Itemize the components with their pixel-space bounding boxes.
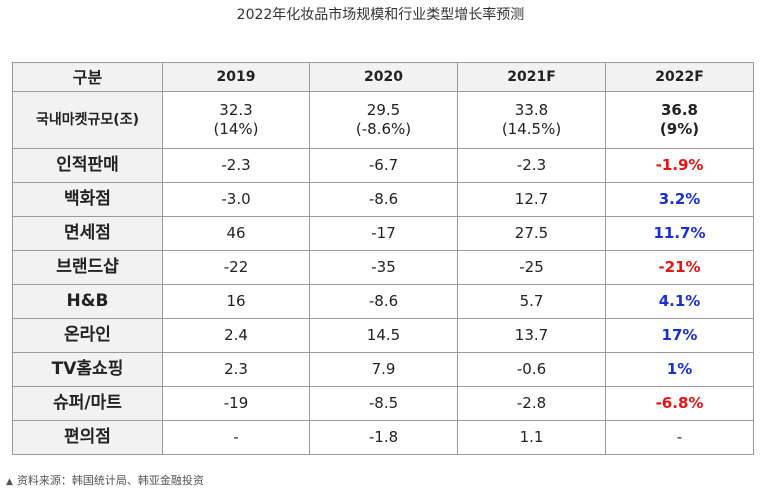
market-growth: (14.5%): [501, 120, 562, 138]
column-header-2021f: 2021F: [457, 62, 606, 92]
row-label: H&B: [12, 284, 163, 319]
cell-v2019: -3.0: [162, 182, 310, 217]
market-cell-2021f: 33.8 (14.5%): [457, 91, 606, 149]
page-title: 2022年化妆品市场规模和行业类型增长率预测: [236, 7, 525, 23]
cell-v2019: 46: [162, 216, 310, 251]
cell-v2021: 12.7: [457, 182, 606, 217]
market-value: 36.8: [660, 101, 698, 119]
source-note: ▲ 资料来源：韩国统计局、韩亚金融投资: [6, 472, 204, 488]
cell-v2020: -8.6: [309, 284, 458, 319]
row-label: 백화점: [12, 182, 163, 217]
cell-v2021: -25: [457, 250, 606, 285]
market-cell-2022f: 36.8 (9%): [605, 91, 754, 149]
cell-v2020: -1.8: [309, 420, 458, 455]
market-growth: (14%): [213, 120, 259, 138]
cell-v2022: -: [605, 420, 754, 455]
column-header-2019: 2019: [162, 62, 310, 92]
cell-v2022: 3.2%: [605, 182, 754, 217]
row-label: 인적판매: [12, 148, 163, 183]
cell-v2019: -2.3: [162, 148, 310, 183]
cell-v2019: 16: [162, 284, 310, 319]
market-cell-2020: 29.5 (-8.6%): [309, 91, 458, 149]
cell-v2021: 27.5: [457, 216, 606, 251]
market-value: 32.3: [219, 101, 253, 119]
table-row: TV홈쇼핑 2.3 7.9 -0.6 1%: [12, 352, 754, 387]
cell-v2021: 1.1: [457, 420, 606, 455]
cell-v2022: 1%: [605, 352, 754, 387]
column-header-2020: 2020: [309, 62, 458, 92]
cell-v2022: -21%: [605, 250, 754, 285]
table-row: 편의점 - -1.8 1.1-: [12, 420, 754, 455]
cell-v2019: 2.4: [162, 318, 310, 353]
row-label: 슈퍼/마트: [12, 386, 163, 421]
table-row: 면세점 46 -17 27.5 11.7%: [12, 216, 754, 251]
cell-v2020: 7.9: [309, 352, 458, 387]
cell-v2022: -1.9%: [605, 148, 754, 183]
header-row: 구분 2019 2020 2021F 2022F: [12, 62, 754, 92]
column-header-category: 구분: [12, 62, 163, 92]
row-label: 편의점: [12, 420, 163, 455]
row-label: 브랜드샵: [12, 250, 163, 285]
cell-v2021: 5.7: [457, 284, 606, 319]
cell-v2019: -19: [162, 386, 310, 421]
source-text: 资料来源：韩国统计局、韩亚金融投资: [16, 474, 204, 487]
cell-v2020: 14.5: [309, 318, 458, 353]
market-value: 29.5: [366, 101, 401, 119]
cell-v2020: -17: [309, 216, 458, 251]
cell-v2019: -: [162, 420, 310, 455]
row-label: 온라인: [12, 318, 163, 353]
cell-v2022: 4.1%: [605, 284, 754, 319]
table-row: 슈퍼/마트 -19 -8.5 -2.8 -6.8%: [12, 386, 754, 421]
table-row: H&B 16 -8.6 5.7 4.1%: [12, 284, 754, 319]
cell-v2020: -6.7: [309, 148, 458, 183]
market-growth: (-8.6%): [355, 120, 412, 138]
cell-v2020: -35: [309, 250, 458, 285]
market-size-row: 국내마켓규모(조) 32.3 (14%) 29.5 (-8.6%) 33.8 (…: [12, 91, 754, 149]
cell-v2020: -8.6: [309, 182, 458, 217]
cell-v2021: -0.6: [457, 352, 606, 387]
market-growth: (9%): [659, 120, 700, 138]
forecast-table: 구분 2019 2020 2021F 2022F 국내마켓규모(조) 32.3 …: [12, 62, 754, 455]
table-row: 브랜드샵 -22 -35 -25 -21%: [12, 250, 754, 285]
cell-v2021: 13.7: [457, 318, 606, 353]
table-row: 백화점 -3.0 -8.6 12.7 3.2%: [12, 182, 754, 217]
cell-v2022: 17%: [605, 318, 754, 353]
cell-v2020: -8.5: [309, 386, 458, 421]
cell-v2022: -6.8%: [605, 386, 754, 421]
row-label: 국내마켓규모(조): [12, 91, 163, 149]
cell-v2021: -2.3: [457, 148, 606, 183]
cell-v2021: -2.8: [457, 386, 606, 421]
table-row: 온라인 2.4 14.5 13.7 17%: [12, 318, 754, 353]
column-header-2022f: 2022F: [605, 62, 754, 92]
cell-v2022: 11.7%: [605, 216, 754, 251]
table-row: 인적판매 -2.3 -6.7 -2.3 -1.9%: [12, 148, 754, 183]
market-cell-2019: 32.3 (14%): [162, 91, 310, 149]
triangle-icon: ▲: [6, 477, 13, 487]
cell-v2019: 2.3: [162, 352, 310, 387]
cell-v2019: -22: [162, 250, 310, 285]
market-value: 33.8: [514, 101, 549, 119]
row-label: 면세점: [12, 216, 163, 251]
row-label: TV홈쇼핑: [12, 352, 163, 387]
